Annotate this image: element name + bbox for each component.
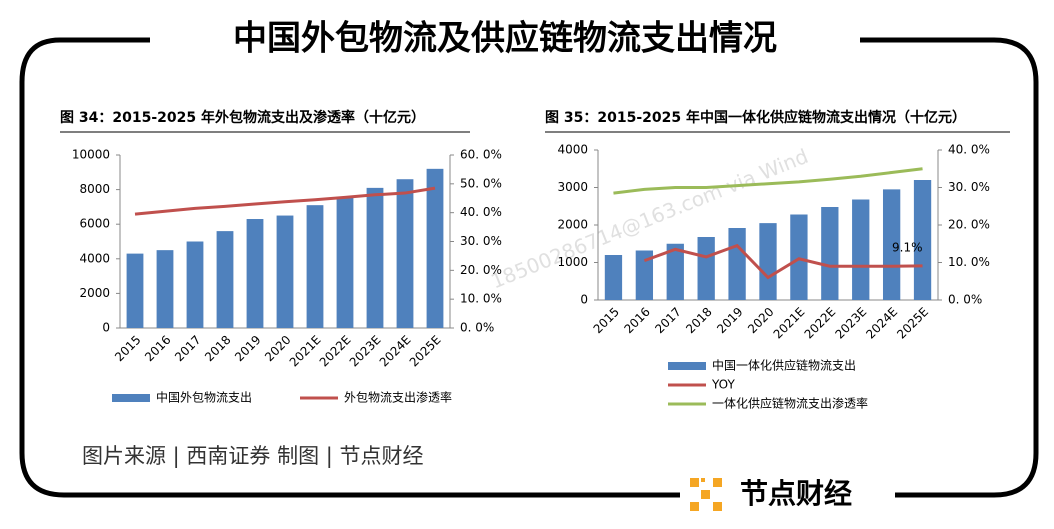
y-tick-label: 0 [580,293,588,307]
x-tick-label: 2017 [172,333,203,364]
y2-tick-label: 60. 0% [460,148,502,162]
bar [306,205,324,328]
bar [396,179,414,328]
x-tick-label: 2024E [377,333,414,370]
chart-title: 图 35：2015-2025 年中国一体化供应链物流支出情况（十亿元） [545,109,966,126]
x-tick-label: 2023E [347,333,384,370]
bar [697,237,715,300]
y-tick-label: 6000 [79,217,110,231]
bar [635,250,654,300]
y-tick-label: 4000 [79,251,110,265]
x-tick-label: 2021E [287,333,324,370]
frame [19,37,1039,498]
legend-label: 外包物流支出渗透率 [344,390,452,405]
legend-swatch [668,362,706,370]
bar [604,255,623,300]
bar [126,253,144,328]
x-tick-label: 2019 [714,305,745,336]
x-tick-label: 2019 [232,333,263,364]
y-tick-label: 10000 [72,148,110,162]
y2-tick-label: 20. 0% [948,218,990,232]
y2-tick-label: 50. 0% [460,176,502,190]
bar [186,241,204,328]
bar [366,187,384,328]
y-tick-label: 2000 [557,218,588,232]
x-tick-label: 2016 [621,305,652,336]
x-tick-label: 2016 [142,333,173,364]
y-tick-label: 3000 [557,180,588,194]
y2-tick-label: 40. 0% [948,143,990,157]
x-tick-label: 2022E [802,305,839,342]
line [643,243,923,280]
bar [156,250,174,328]
y2-tick-label: 30. 0% [460,234,502,248]
title-bg [150,18,860,62]
x-tick-label: 2015 [112,333,143,364]
value-label: 9.1% [892,240,923,254]
x-tick-label: 2018 [202,333,233,364]
x-tick-label: 2017 [652,305,683,336]
bar [336,196,354,328]
y2-tick-label: 0. 0% [460,321,494,335]
y-tick-label: 0 [102,321,110,335]
y-tick-label: 1000 [557,255,588,269]
bar [426,168,444,328]
y2-tick-label: 10. 0% [460,292,502,306]
chart-title: 图 34：2015-2025 年外包物流支出及渗透率（十亿元） [60,109,425,126]
y-tick-label: 4000 [557,143,588,157]
bar [276,215,294,328]
line [134,186,436,216]
y2-tick-label: 0. 0% [948,293,982,307]
legend-label: 一体化供应链物流支出渗透率 [712,396,868,411]
x-tick-label: 2024E [863,305,900,342]
y2-tick-label: 30. 0% [948,180,990,194]
bar [759,223,777,300]
x-tick-label: 2023E [832,305,869,342]
x-tick-label: 2021E [771,305,808,342]
brand-logo [690,478,722,511]
y2-tick-label: 40. 0% [460,205,502,219]
bar [852,199,870,300]
legend-swatch [112,394,150,402]
source: 图片来源 | 西南证券 制图 | 节点财经 [82,444,424,469]
line [613,167,923,195]
bar [216,231,234,328]
y-tick-label: 8000 [79,182,110,196]
bar [913,180,932,300]
bar [666,243,684,300]
y2-tick-label: 10. 0% [948,255,990,269]
y2-tick-label: 20. 0% [460,263,502,277]
x-tick-label: 2025E [407,333,444,370]
brand: 节点财经 [740,477,852,510]
bar [821,207,839,300]
bar [728,228,746,300]
legend-label: YOY [711,378,735,392]
bar [246,219,264,328]
bar [882,189,901,300]
legend-label: 中国外包物流支出 [156,390,252,405]
x-tick-label: 2025E [894,305,931,342]
page-title: 中国外包物流及供应链物流支出情况 [233,19,777,59]
x-tick-label: 2022E [317,333,354,370]
x-tick-label: 2015 [591,305,622,336]
x-tick-label: 2018 [683,305,714,336]
legend-label: 中国一体化供应链物流支出 [712,358,856,373]
y-tick-label: 2000 [79,286,110,300]
